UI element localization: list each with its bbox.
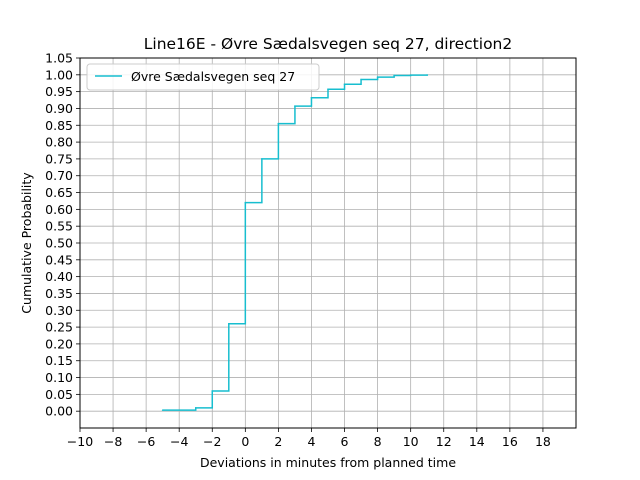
y-tick-label: 0.25 (45, 320, 73, 335)
y-tick-label: 0.55 (45, 219, 73, 234)
data-point (277, 122, 280, 125)
y-tick-label: 0.75 (45, 151, 73, 166)
y-tick-label: 0.45 (45, 252, 73, 267)
y-tick-label: 1.00 (45, 67, 73, 82)
series-group (161, 74, 428, 411)
y-axis: 0.00 0.05 0.10 0.15 0.200.25 0.30 0.35 0.40 0.45… (45, 51, 80, 419)
y-tick-label: 0.85 (45, 118, 73, 133)
data-point (376, 76, 379, 78)
data-point (161, 409, 164, 411)
data-point (426, 74, 428, 76)
data-point (409, 74, 412, 76)
y-tick-label: 0.15 (45, 353, 73, 368)
legend-box (86, 63, 320, 91)
legend: Øvre Sædalsvegen seq 27 (86, 63, 320, 91)
x-tick-label: 10 (403, 434, 419, 449)
x-tick-label: 12 (436, 434, 452, 449)
x-tick-label: −6 (137, 434, 155, 449)
x-tick-label: 16 (502, 434, 518, 449)
data-point (327, 88, 329, 91)
x-tick-label: 4 (307, 434, 315, 449)
y-tick-label: 0.95 (45, 84, 73, 99)
y-tick-label: 0.65 (45, 185, 73, 200)
data-point (211, 390, 214, 392)
grid (79, 57, 576, 428)
x-tick-label: 18 (535, 434, 551, 449)
y-tick-label: 1.05 (45, 51, 73, 66)
plot-frame (79, 57, 577, 429)
data-point (310, 96, 313, 99)
y-tick-label: 0.20 (45, 336, 73, 351)
data-point (194, 407, 197, 409)
data-point (244, 201, 247, 204)
data-point (294, 105, 296, 107)
x-tick-label: 14 (469, 434, 485, 449)
y-tick-label: 0.80 (45, 135, 73, 150)
x-tick-label: −2 (203, 434, 221, 449)
data-point (228, 322, 230, 325)
data-point (261, 158, 263, 160)
x-tick-label: 6 (341, 434, 349, 449)
y-tick-label: 0.50 (45, 236, 73, 251)
y-tick-label: 0.60 (45, 202, 73, 217)
y-tick-label: 0.35 (45, 286, 73, 301)
x-tick-label: 0 (241, 434, 249, 449)
data-point (343, 83, 346, 85)
y-axis-label: Cumulative Probability (19, 172, 34, 314)
x-tick-label: 8 (374, 434, 382, 449)
y-tick-label: 0.30 (45, 303, 73, 318)
y-tick-label: 0.40 (45, 269, 73, 284)
x-axis-label: Deviations in minutes from planned time (200, 455, 456, 470)
y-tick-label: 0.70 (45, 168, 73, 183)
x-tick-label: 2 (274, 434, 282, 449)
x-tick-label: −10 (67, 434, 93, 449)
x-axis: −10 −8 −6 −4 −2 0 2 4 6 8 10 12 14 16 18 (67, 428, 551, 449)
chart-title: Line16E - Øvre Sædalsvegen seq 27, direc… (144, 35, 513, 53)
y-tick-label: 0.90 (45, 101, 73, 116)
y-tick-label: 0.10 (45, 370, 73, 385)
data-point (393, 74, 395, 77)
y-tick-label: 0.05 (45, 387, 73, 402)
x-tick-label: −4 (170, 434, 188, 449)
y-tick-label: 0.00 (45, 404, 73, 419)
legend-label: Øvre Sædalsvegen seq 27 (131, 69, 295, 84)
data-point (360, 78, 362, 81)
series-line (162, 74, 428, 411)
x-tick-label: −8 (104, 434, 122, 449)
